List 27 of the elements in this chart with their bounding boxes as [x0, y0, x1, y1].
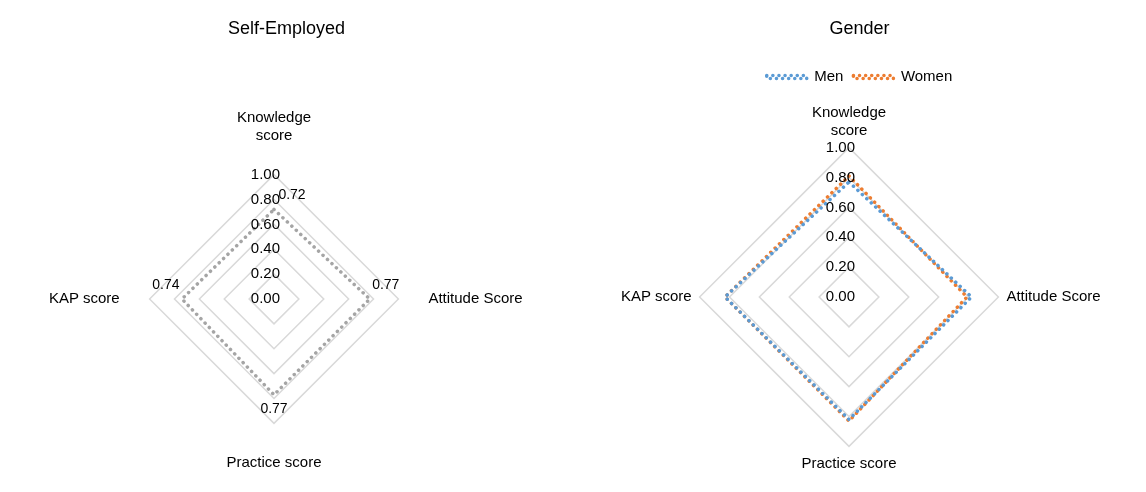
- spoke-label: Attitude Score: [428, 289, 523, 307]
- chart-title: Gender: [829, 17, 890, 38]
- y-tick-label: 0.00: [250, 289, 280, 307]
- legend-label: Men: [814, 67, 844, 85]
- spoke-label: Attitude Score: [1006, 287, 1101, 305]
- spoke-label: Knowledge score: [236, 107, 312, 143]
- y-tick-label: 0.40: [825, 227, 855, 245]
- y-tick-label: 1.00: [825, 137, 855, 155]
- legend-label: Women: [900, 67, 953, 85]
- spoke-label: KAP score: [49, 289, 120, 307]
- spoke-label: KAP score: [621, 287, 692, 305]
- y-tick-label: 0.20: [825, 257, 855, 275]
- y-tick-label: 0.80: [250, 189, 280, 207]
- y-tick-label: 0.40: [250, 239, 280, 257]
- y-tick-label: 1.00: [250, 164, 280, 182]
- spoke-label: Knowledge score: [811, 102, 887, 138]
- data-label: 0.74: [152, 275, 180, 292]
- y-tick-label: 0.00: [825, 287, 855, 305]
- y-tick-label: 0.80: [825, 167, 855, 185]
- y-tick-label: 0.20: [250, 264, 280, 282]
- data-label: 0.77: [372, 275, 400, 292]
- spoke-label: Practice score: [801, 453, 897, 471]
- y-tick-label: 0.60: [825, 197, 855, 215]
- y-tick-label: 0.60: [250, 214, 280, 232]
- spoke-label: Practice score: [226, 452, 322, 470]
- data-label: 0.77: [260, 399, 288, 416]
- chart-title: Self-Employed: [227, 17, 346, 38]
